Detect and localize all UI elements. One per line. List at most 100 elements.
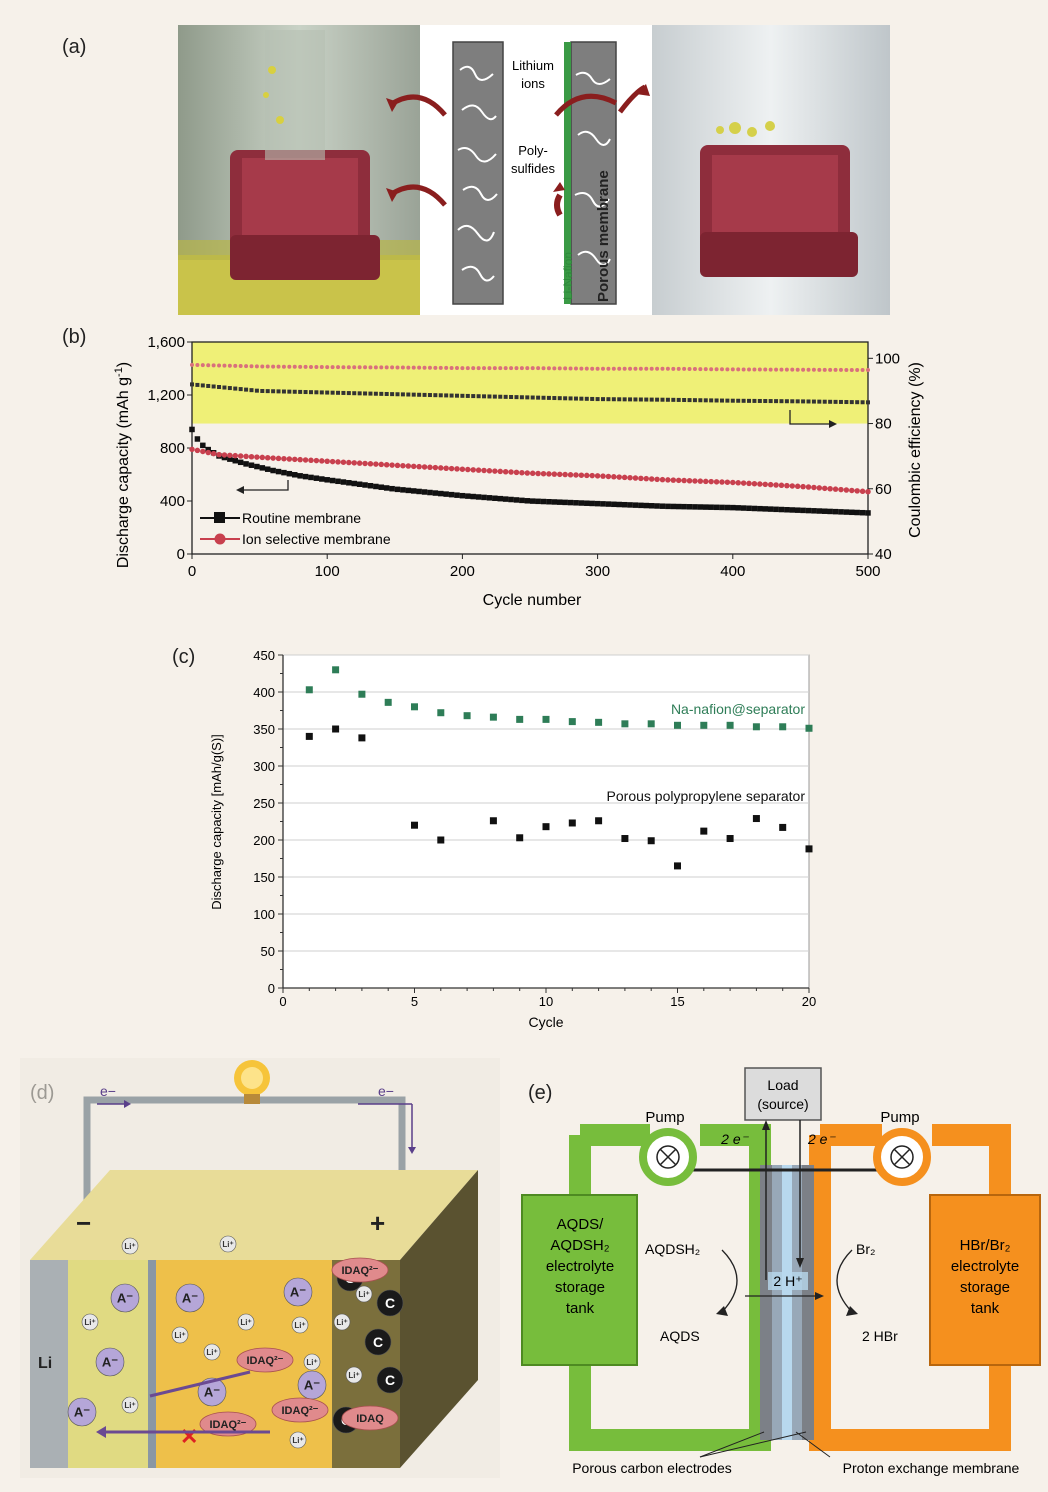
chart-b-point-2 bbox=[535, 470, 541, 477]
chart-b-point-4 bbox=[217, 363, 222, 368]
anion-ion bbox=[197, 1377, 227, 1407]
chart-b-point-2 bbox=[832, 486, 839, 492]
anion-ion bbox=[297, 1370, 327, 1400]
chart-b-point-1 bbox=[400, 487, 406, 493]
chart-c-point-2 bbox=[752, 815, 760, 823]
chart-b-point-4 bbox=[308, 364, 313, 369]
chart-b-point-4 bbox=[211, 363, 216, 368]
chart-b-ytick-label: 1,600 bbox=[147, 334, 185, 351]
chart-b-point-2 bbox=[346, 459, 352, 466]
chart-b-left-ylabel: Discharge capacity (mAh g-1) bbox=[113, 362, 132, 568]
chart-b-point-1 bbox=[751, 505, 758, 512]
chart-b-point-3 bbox=[714, 398, 719, 403]
chart-b-point-1 bbox=[529, 498, 536, 504]
chart-b-point-1 bbox=[297, 473, 303, 479]
chart-b-point-2 bbox=[373, 461, 379, 467]
chart-b-point-4 bbox=[730, 367, 735, 372]
li-ion-label: Li⁺ bbox=[206, 1348, 217, 1357]
chart-c-point-1 bbox=[411, 703, 418, 711]
panel-c-label: (c) bbox=[172, 646, 196, 668]
left-tank-line-3: electrolyte bbox=[546, 1258, 614, 1275]
chart-c-point-2 bbox=[700, 827, 708, 835]
li-ion-label: Li⁺ bbox=[294, 1321, 305, 1330]
chart-b-point-4 bbox=[682, 366, 687, 371]
chart-b-point-3 bbox=[357, 391, 362, 396]
chart-c-point-1 bbox=[384, 698, 392, 706]
chart-b-point-4 bbox=[227, 363, 232, 368]
chart-b-point-4 bbox=[400, 365, 405, 370]
chart-b-point-1 bbox=[859, 509, 866, 516]
chart-b-point-3 bbox=[546, 395, 551, 400]
chart-b-point-4 bbox=[557, 366, 562, 371]
chart-b-point-1 bbox=[346, 480, 352, 486]
load-label-2: (source) bbox=[757, 1096, 808, 1112]
chart-b-point-3 bbox=[346, 391, 351, 396]
left-tank-line-2: AQDSH₂ bbox=[550, 1237, 609, 1254]
chart-b-point-4 bbox=[844, 367, 849, 372]
chart-b-point-4 bbox=[346, 365, 351, 370]
chart-b-point-2 bbox=[335, 459, 341, 465]
chart-b-point-1 bbox=[221, 454, 228, 461]
chart-b-point-2 bbox=[497, 468, 504, 475]
chart-b-point-1 bbox=[248, 462, 255, 468]
chart-b-point-2 bbox=[740, 480, 747, 486]
chart-b-point-1 bbox=[356, 481, 363, 488]
chart-c-point-2 bbox=[305, 732, 313, 740]
chart-b-point-4 bbox=[833, 367, 838, 372]
chart-b-point-3 bbox=[584, 396, 589, 401]
chart-b-point-2 bbox=[432, 464, 439, 471]
chart-b-point-3 bbox=[692, 398, 697, 403]
chart-b-point-3 bbox=[498, 394, 503, 399]
cell-top-face bbox=[30, 1170, 478, 1260]
chart-b-point-4 bbox=[406, 365, 411, 370]
chart-b-point-3 bbox=[779, 399, 784, 404]
chart-b-xtick-label: 300 bbox=[585, 563, 610, 580]
chart-b-point-1 bbox=[740, 505, 747, 511]
chart-b-point-3 bbox=[254, 388, 259, 393]
porous-membrane-label: Porous membrane bbox=[595, 170, 612, 302]
chart-b-point-4 bbox=[838, 367, 843, 372]
chart-b-point-1 bbox=[243, 461, 249, 467]
li-ion bbox=[81, 1313, 99, 1331]
idaq-molecule bbox=[271, 1397, 329, 1423]
chart-b-point-4 bbox=[454, 366, 459, 371]
chart-b-point-3 bbox=[319, 390, 324, 395]
chart-b-point-3 bbox=[698, 398, 703, 403]
chart-b-point-2 bbox=[286, 456, 293, 462]
chart-b-point-3 bbox=[444, 393, 449, 398]
chart-b-point-3 bbox=[476, 394, 481, 399]
li-ion-label: Li⁺ bbox=[336, 1318, 347, 1327]
chart-b-point-3 bbox=[579, 396, 584, 401]
chart-b-point-2 bbox=[475, 467, 482, 473]
chart-b-point-2 bbox=[427, 464, 433, 471]
chart-b-point-2 bbox=[551, 471, 558, 477]
chart-b-point-1 bbox=[551, 499, 558, 505]
chart-c-point-1 bbox=[805, 724, 813, 732]
anion-ion-label: A⁻ bbox=[304, 1378, 320, 1393]
chart-b-point-2 bbox=[611, 474, 617, 480]
chart-b-point-4 bbox=[806, 367, 811, 372]
chart-b-point-4 bbox=[260, 364, 265, 369]
chart-b-point-1 bbox=[821, 508, 828, 514]
br2-label: Br₂ bbox=[856, 1241, 875, 1257]
chart-b-point-2 bbox=[421, 464, 428, 470]
chart-b-point-4 bbox=[244, 364, 249, 369]
chart-b-point-2 bbox=[275, 455, 282, 462]
right-tank-line-1: HBr/Br₂ bbox=[960, 1237, 1011, 1254]
chart-b-point-2 bbox=[410, 463, 417, 470]
polysulfides-label-2: sulfides bbox=[511, 161, 556, 176]
chart-b-point-1 bbox=[497, 495, 504, 502]
chart-b-point-1 bbox=[843, 509, 850, 515]
chart-b-point-1 bbox=[832, 508, 839, 515]
li-ion bbox=[303, 1353, 321, 1371]
chart-b-point-3 bbox=[411, 392, 416, 397]
chart-b-point-4 bbox=[417, 365, 422, 370]
chart-b-point-4 bbox=[287, 364, 292, 369]
chart-b-point-4 bbox=[363, 365, 368, 370]
chart-b-point-4 bbox=[817, 367, 822, 372]
chart-b-point-1 bbox=[389, 485, 395, 492]
chart-b-point-3 bbox=[471, 394, 476, 399]
chart-b-point-2 bbox=[767, 481, 774, 488]
chart-b-point-2 bbox=[838, 486, 844, 493]
